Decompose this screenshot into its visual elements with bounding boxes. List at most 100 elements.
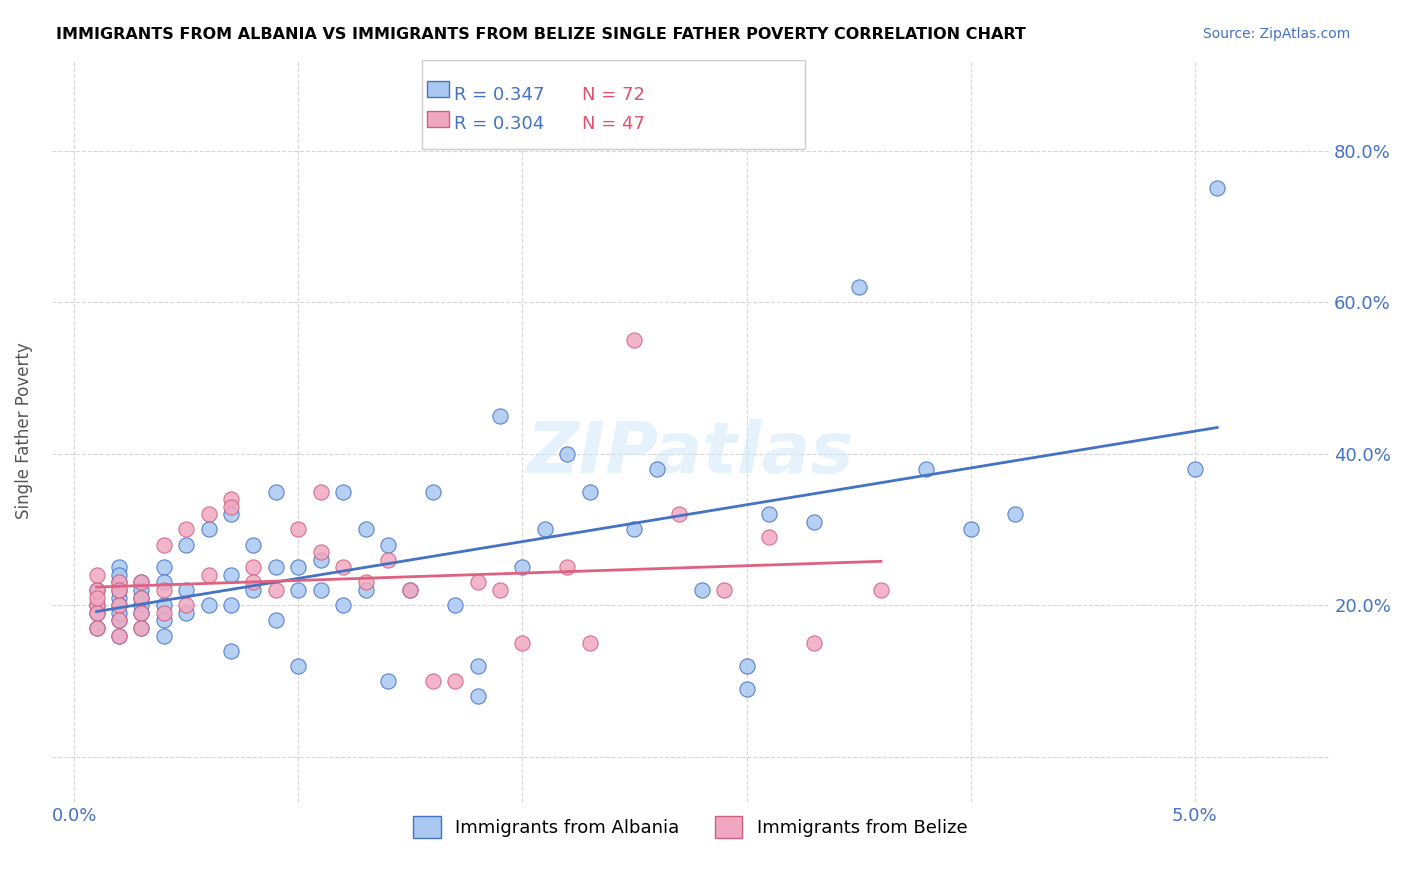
Point — [309, 583, 332, 598]
Text: R = 0.347: R = 0.347 — [454, 86, 544, 103]
Point — [108, 599, 131, 613]
Point — [332, 484, 354, 499]
Point — [108, 583, 131, 598]
Point — [467, 575, 489, 590]
Point — [645, 462, 668, 476]
Point — [713, 583, 735, 598]
Point — [131, 591, 153, 605]
Point — [555, 560, 578, 574]
Point — [489, 583, 512, 598]
Point — [174, 583, 197, 598]
Point — [197, 508, 219, 522]
Point — [287, 523, 309, 537]
Point — [131, 606, 153, 620]
Point — [668, 508, 690, 522]
Point — [131, 606, 153, 620]
Point — [108, 606, 131, 620]
Point — [86, 591, 108, 605]
Point — [399, 583, 422, 598]
Point — [512, 636, 534, 650]
Point — [623, 333, 645, 347]
Point — [578, 636, 600, 650]
FancyBboxPatch shape — [422, 60, 806, 149]
Point — [803, 636, 825, 650]
Point — [86, 599, 108, 613]
Point — [758, 530, 780, 544]
Point — [377, 553, 399, 567]
Point — [108, 591, 131, 605]
Point — [108, 575, 131, 590]
Text: N = 47: N = 47 — [582, 115, 645, 133]
Point — [422, 484, 444, 499]
Point — [108, 583, 131, 598]
Point — [131, 621, 153, 635]
Point — [153, 606, 176, 620]
Point — [803, 515, 825, 529]
Point — [735, 658, 758, 673]
Point — [86, 621, 108, 635]
Point — [153, 628, 176, 642]
Point — [108, 599, 131, 613]
Point — [287, 560, 309, 574]
Point — [309, 484, 332, 499]
Point — [1206, 181, 1229, 195]
Point — [131, 591, 153, 605]
Point — [690, 583, 713, 598]
Point — [153, 575, 176, 590]
Point — [174, 599, 197, 613]
Point — [1004, 508, 1026, 522]
Point — [264, 560, 287, 574]
Point — [354, 583, 377, 598]
Point — [153, 583, 176, 598]
Point — [512, 560, 534, 574]
Point — [219, 492, 242, 507]
Point — [153, 599, 176, 613]
Point — [86, 599, 108, 613]
Point — [399, 583, 422, 598]
Point — [467, 689, 489, 703]
Point — [287, 583, 309, 598]
Point — [377, 538, 399, 552]
Point — [332, 560, 354, 574]
Point — [108, 575, 131, 590]
Point — [287, 658, 309, 673]
Point — [354, 523, 377, 537]
Point — [197, 568, 219, 582]
Point — [758, 508, 780, 522]
Point — [870, 583, 893, 598]
Point — [86, 583, 108, 598]
Point — [422, 673, 444, 688]
Point — [86, 568, 108, 582]
Point — [86, 621, 108, 635]
Point — [174, 538, 197, 552]
Point — [197, 599, 219, 613]
Text: R = 0.304: R = 0.304 — [454, 115, 544, 133]
Point — [264, 583, 287, 598]
Point — [377, 673, 399, 688]
Point — [219, 599, 242, 613]
Text: Source: ZipAtlas.com: Source: ZipAtlas.com — [1202, 27, 1350, 41]
Point — [489, 409, 512, 423]
Point — [153, 560, 176, 574]
Point — [174, 523, 197, 537]
Point — [914, 462, 936, 476]
Point — [131, 599, 153, 613]
Point — [219, 643, 242, 657]
Point — [959, 523, 981, 537]
Point — [444, 599, 467, 613]
Point — [1184, 462, 1206, 476]
Point — [219, 500, 242, 514]
Point — [555, 447, 578, 461]
FancyBboxPatch shape — [427, 111, 449, 128]
Point — [219, 508, 242, 522]
Point — [131, 621, 153, 635]
Point — [108, 628, 131, 642]
Point — [108, 560, 131, 574]
Point — [735, 681, 758, 696]
Point — [153, 538, 176, 552]
Point — [131, 575, 153, 590]
Point — [108, 614, 131, 628]
Point — [219, 568, 242, 582]
Legend: Immigrants from Albania, Immigrants from Belize: Immigrants from Albania, Immigrants from… — [406, 809, 974, 846]
Point — [174, 606, 197, 620]
